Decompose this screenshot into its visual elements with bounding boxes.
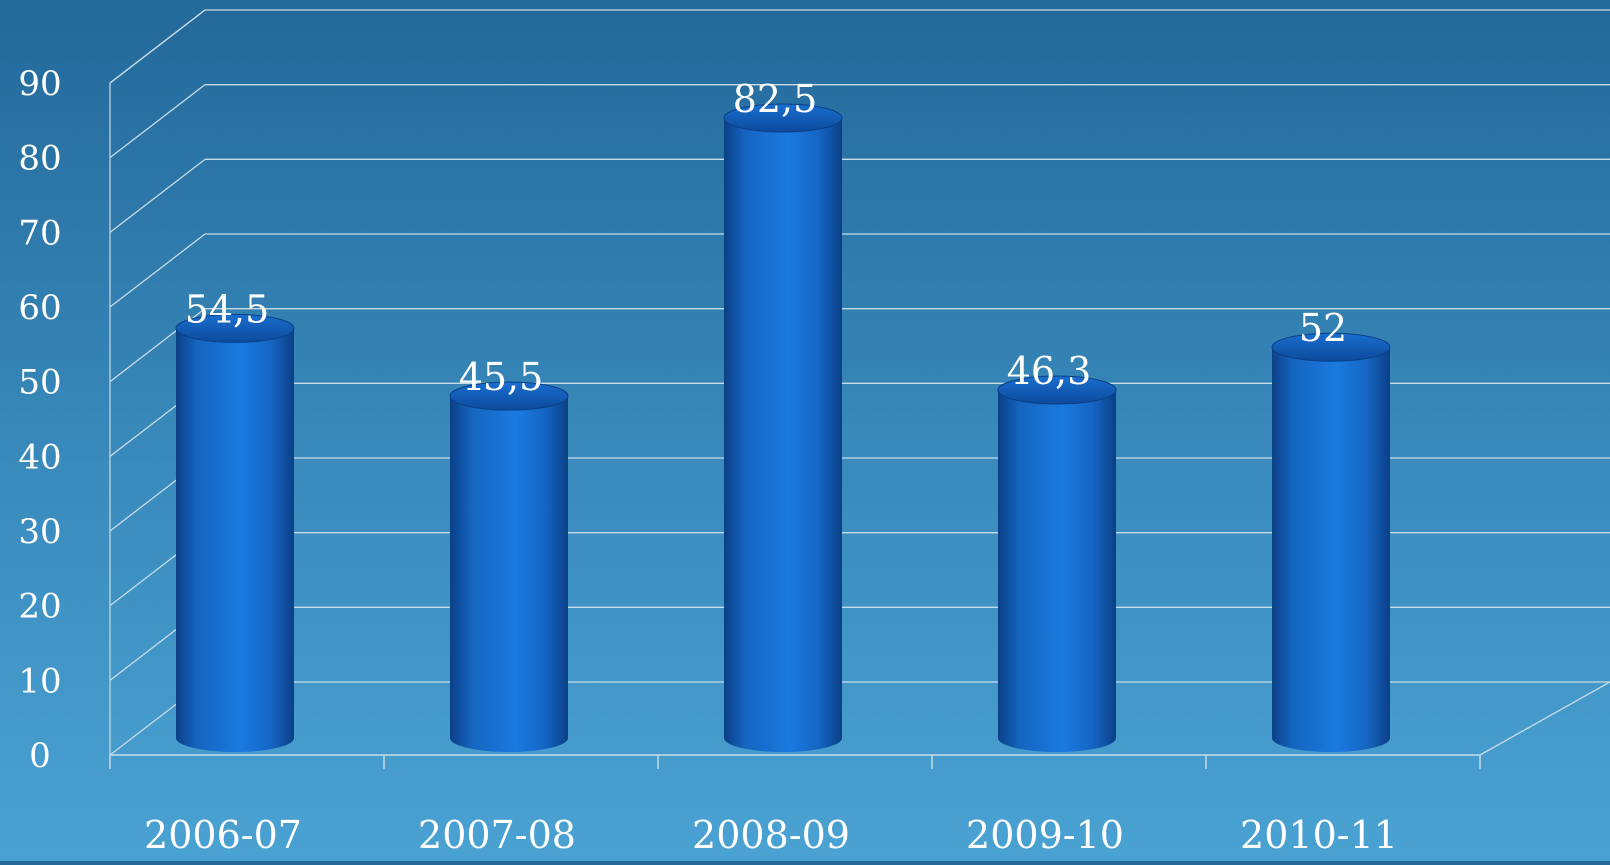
bars bbox=[175, 103, 1391, 752]
x-tick-label: 2008-09 bbox=[692, 813, 850, 857]
bar-top bbox=[997, 375, 1117, 405]
gridline-diagonal bbox=[109, 158, 206, 233]
y-tick-label: 30 bbox=[18, 512, 61, 552]
x-tick-label: 2010-11 bbox=[1240, 813, 1398, 857]
bar-top bbox=[449, 381, 569, 411]
bar bbox=[176, 328, 294, 752]
floor-edge bbox=[1479, 681, 1610, 756]
data-label: 54,5 bbox=[185, 287, 270, 331]
data-label: 82,5 bbox=[733, 77, 818, 121]
bar-2009-10 bbox=[997, 375, 1117, 752]
x-tick-label: 2006-07 bbox=[144, 813, 302, 857]
gridline-diagonal bbox=[109, 9, 206, 84]
x-tick-label: 2007-08 bbox=[418, 813, 576, 857]
y-tick-label: 40 bbox=[18, 437, 61, 477]
data-label: 45,5 bbox=[459, 355, 544, 399]
bar-2006-07 bbox=[175, 313, 295, 752]
gridline-diagonal bbox=[109, 84, 206, 159]
y-tick-label: 0 bbox=[29, 736, 51, 776]
y-tick-label: 10 bbox=[18, 661, 61, 701]
y-tick-label: 80 bbox=[18, 139, 61, 179]
bar-top bbox=[723, 103, 843, 133]
data-label: 46,3 bbox=[1007, 349, 1092, 393]
bar-2007-08 bbox=[449, 381, 569, 752]
axes: 0 10 20 30 40 50 60 70 80 90 2006-07 2007-08 2008-09… bbox=[18, 64, 1610, 857]
data-labels: 54,5 45,5 82,5 46,3 52 bbox=[185, 77, 1347, 399]
bar bbox=[998, 390, 1116, 752]
bar-top bbox=[175, 313, 295, 343]
y-tick-label: 90 bbox=[18, 64, 61, 104]
bar bbox=[450, 396, 568, 752]
bar-2010-11 bbox=[1271, 332, 1391, 752]
gridline-diagonal bbox=[109, 233, 206, 308]
data-label: 52 bbox=[1299, 306, 1347, 350]
bar bbox=[724, 118, 842, 752]
bar-2008-09 bbox=[723, 103, 843, 752]
y-tick-label: 60 bbox=[18, 288, 61, 328]
y-tick-label: 70 bbox=[18, 213, 61, 253]
x-tick-label: 2009-10 bbox=[966, 813, 1124, 857]
y-tick-label: 50 bbox=[18, 363, 61, 403]
y-tick-label: 20 bbox=[18, 587, 61, 627]
bar-top bbox=[1271, 332, 1391, 362]
bar bbox=[1272, 347, 1390, 752]
